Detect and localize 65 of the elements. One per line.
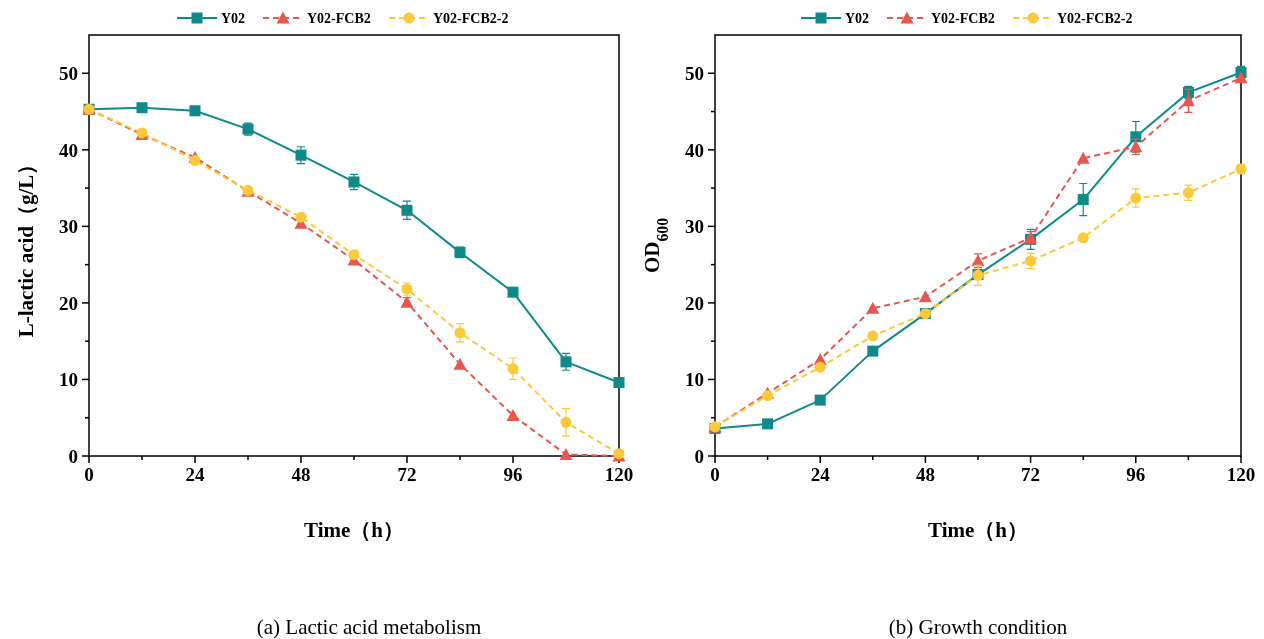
- legend-label: Y02-FCB2: [307, 11, 371, 26]
- point: [1181, 94, 1195, 107]
- point: [295, 149, 307, 161]
- point: [401, 204, 413, 216]
- x-tick-label: 120: [1226, 464, 1256, 485]
- y-tick-label: 30: [685, 216, 704, 238]
- y-tick-label: 50: [59, 63, 78, 85]
- point: [189, 155, 201, 167]
- y-tick-label: 20: [685, 292, 704, 314]
- point: [1234, 71, 1248, 84]
- legend-label: Y02-FCB2-2: [1057, 11, 1133, 26]
- y-tick-label: 50: [685, 63, 704, 85]
- point: [136, 102, 148, 114]
- point: [867, 330, 879, 342]
- point: [560, 416, 572, 428]
- point: [1130, 192, 1142, 204]
- legend-label: Y02: [221, 11, 246, 26]
- point: [814, 361, 826, 373]
- x-axis-title: Time（h）: [928, 518, 1028, 542]
- point: [613, 377, 625, 389]
- x-tick-label: 120: [604, 464, 634, 485]
- y-tick-label: 20: [59, 292, 78, 314]
- x-tick-label: 96: [1126, 464, 1146, 485]
- point: [507, 286, 519, 298]
- text: (a) Lactic acid metabolism: [256, 615, 482, 639]
- x-tick-label: 48: [915, 464, 935, 485]
- x-tick-label: 0: [84, 464, 94, 485]
- x-tick-label: 0: [710, 464, 720, 485]
- y-tick-label: 40: [59, 139, 78, 161]
- point: [1077, 232, 1089, 244]
- y-tick-label: 0: [694, 446, 704, 467]
- y-tick-label: 10: [59, 369, 78, 391]
- legend-label: Y02-FCB2: [931, 11, 995, 26]
- point: [1077, 194, 1089, 206]
- x-tick-label: 24: [185, 464, 205, 485]
- legend-label: Y02-FCB2-2: [433, 11, 509, 26]
- y-tick-label: 0: [68, 446, 78, 467]
- point: [506, 408, 520, 421]
- y-tick-label: 30: [59, 216, 78, 238]
- point: [453, 357, 467, 370]
- point: [1076, 151, 1090, 164]
- point: [507, 363, 519, 375]
- point: [189, 105, 201, 117]
- x-tick-label: 72: [1021, 464, 1041, 485]
- x-tick-label: 96: [503, 464, 523, 485]
- x-axis-title: Time（h）: [304, 518, 404, 542]
- point: [295, 211, 307, 223]
- y-axis-title: L-lactic acid（g/L）: [14, 153, 38, 338]
- x-tick-label: 72: [397, 464, 417, 485]
- point: [866, 301, 880, 314]
- y-tick-label: 40: [685, 139, 704, 161]
- y-tick-label: 10: [685, 369, 704, 391]
- x-tick-label: 24: [810, 464, 831, 485]
- point: [918, 290, 932, 303]
- point: [348, 249, 360, 261]
- point: [559, 447, 573, 460]
- point: [762, 390, 774, 402]
- point: [867, 345, 879, 357]
- point: [762, 418, 774, 430]
- x-tick-label: 48: [291, 464, 311, 485]
- point: [454, 327, 466, 339]
- point: [560, 356, 572, 368]
- legend-label: Y02: [845, 11, 870, 26]
- text: (b) Growth condition: [888, 615, 1068, 639]
- point: [814, 394, 826, 406]
